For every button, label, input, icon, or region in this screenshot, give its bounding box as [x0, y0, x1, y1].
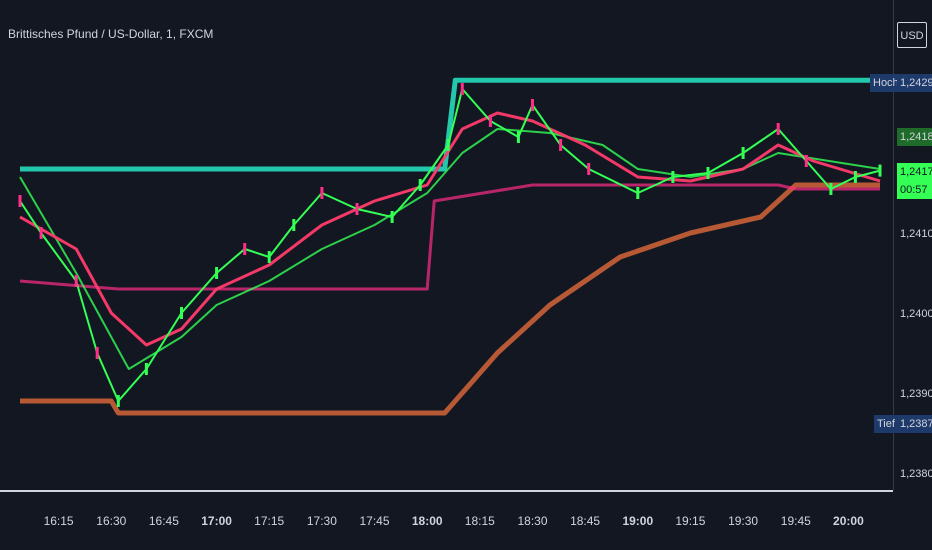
low-band-line — [20, 182, 880, 416]
price-line — [19, 88, 881, 402]
time-axis-border — [0, 490, 893, 492]
time-tick-label: 17:45 — [359, 514, 389, 528]
price-tick-label: 1,23900 — [900, 388, 932, 400]
high-band-line — [20, 77, 880, 172]
price-bar — [116, 395, 120, 407]
price-bar — [292, 219, 296, 231]
current-price-tag: 1,24178 — [897, 163, 932, 181]
time-tick-label: 18:45 — [570, 514, 600, 528]
price-bar — [587, 163, 591, 175]
time-tick-label: 16:15 — [44, 514, 74, 528]
price-bar — [878, 164, 882, 177]
time-tick-label: 19:00 — [622, 514, 653, 528]
price-bar — [355, 203, 359, 215]
time-tick-label: 16:45 — [149, 514, 179, 528]
price-bar — [741, 147, 745, 159]
price-bar — [804, 155, 808, 167]
price-bar — [390, 211, 394, 223]
time-tick-label: 17:00 — [201, 514, 232, 528]
price-bar — [144, 363, 148, 375]
price-tick-label: 1,24100 — [900, 228, 932, 240]
price-tick-label: 1,23800 — [900, 468, 932, 480]
time-tick-label: 19:45 — [781, 514, 811, 528]
countdown-tag: 00:57 — [897, 181, 932, 199]
time-tick-label: 20:00 — [833, 514, 864, 528]
price-bar — [243, 243, 247, 255]
chart-title: Brittisches Pfund / US-Dollar, 1, FXCM — [8, 27, 214, 41]
low-price-tag: 1,23875 — [897, 415, 932, 433]
time-tick-label: 18:30 — [517, 514, 547, 528]
time-tick-label: 17:15 — [254, 514, 284, 528]
currency-button[interactable]: USD — [897, 22, 927, 48]
time-tick-label: 18:15 — [465, 514, 495, 528]
low-label: Tief — [874, 415, 898, 433]
price-tick-label: 1,24000 — [900, 308, 932, 320]
green-moving-average — [19, 128, 881, 370]
price-bar — [74, 275, 78, 287]
price-bar — [267, 251, 271, 263]
price-bar — [559, 139, 563, 151]
price-bar — [829, 183, 833, 195]
price-axis-border — [893, 0, 894, 490]
time-tick-label: 19:30 — [728, 514, 758, 528]
price-bar — [531, 99, 534, 111]
high-label: Hoch — [870, 74, 902, 92]
price-bar — [418, 179, 422, 191]
price-bar — [39, 227, 43, 239]
red-moving-average — [19, 111, 881, 347]
price-bar — [636, 187, 640, 199]
upper-green-price-tag: 1,24188 — [897, 128, 932, 146]
time-tick-label: 18:00 — [412, 514, 443, 528]
price-bar — [488, 115, 492, 127]
price-bar — [320, 187, 324, 199]
time-tick-label: 19:15 — [675, 514, 705, 528]
price-bar — [671, 171, 675, 183]
support-line — [19, 183, 880, 291]
time-tick-label: 17:30 — [307, 514, 337, 528]
price-bar — [18, 195, 22, 207]
price-bar — [180, 307, 183, 319]
price-bar — [776, 123, 780, 135]
price-bar — [446, 139, 450, 151]
price-bar — [215, 267, 219, 279]
time-tick-label: 16:30 — [96, 514, 126, 528]
price-bar — [706, 167, 710, 179]
price-bar — [460, 83, 464, 95]
price-bar — [853, 171, 857, 183]
price-bar — [95, 347, 99, 359]
price-bar — [516, 131, 520, 143]
